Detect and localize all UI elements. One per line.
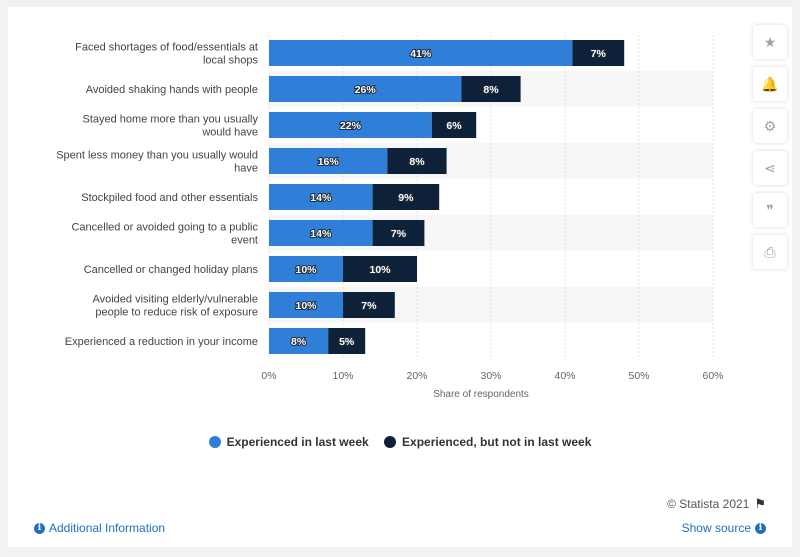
x-tick-label: 0% bbox=[261, 370, 276, 382]
x-axis-title: Share of respondents bbox=[433, 389, 529, 400]
data-label: 7% bbox=[361, 300, 377, 312]
print-icon: ⎙ bbox=[764, 243, 776, 260]
additional-information-link[interactable]: i Additional Information bbox=[34, 521, 165, 535]
category-label: Avoided visiting elderly/vulnerable bbox=[92, 294, 258, 306]
share-icon: ⋖ bbox=[764, 159, 776, 176]
bar-segment[interactable] bbox=[343, 256, 417, 282]
data-label: 8% bbox=[409, 156, 425, 168]
x-tick-label: 10% bbox=[332, 370, 353, 382]
bar-segment[interactable] bbox=[572, 40, 625, 66]
bar-segment[interactable] bbox=[269, 148, 388, 174]
data-label: 41% bbox=[410, 48, 432, 60]
gear-button[interactable]: ⚙ bbox=[753, 109, 787, 143]
data-label: 8% bbox=[291, 336, 307, 348]
bar-segment[interactable] bbox=[372, 184, 440, 210]
category-label: have bbox=[234, 163, 258, 175]
category-label: people to reduce risk of exposure bbox=[95, 307, 258, 319]
bar-segment[interactable] bbox=[269, 184, 373, 210]
legend: Experienced in last week Experienced, bu… bbox=[8, 435, 792, 451]
bar-segment[interactable] bbox=[269, 220, 373, 246]
bar-chart: Faced shortages of food/essentials atloc… bbox=[56, 35, 724, 400]
credit-text: © Statista 2021 bbox=[667, 497, 750, 511]
category-label: event bbox=[231, 235, 258, 247]
additional-information-label: Additional Information bbox=[49, 521, 166, 535]
data-label: 9% bbox=[398, 192, 414, 204]
bar-segment[interactable] bbox=[328, 328, 366, 354]
legend-item-experienced-not-last-week[interactable]: Experienced, but not in last week bbox=[384, 435, 591, 449]
category-label: Avoided shaking hands with people bbox=[86, 84, 258, 96]
gear-icon: ⚙ bbox=[763, 117, 777, 134]
bar-segment[interactable] bbox=[269, 40, 573, 66]
show-source-link[interactable]: Show source i bbox=[682, 521, 766, 535]
data-label: 6% bbox=[446, 120, 462, 132]
x-tick-label: 50% bbox=[628, 370, 649, 382]
data-label: 7% bbox=[391, 228, 407, 240]
category-label: Stockpiled food and other essentials bbox=[81, 192, 258, 204]
x-tick-label: 20% bbox=[406, 370, 427, 382]
bar-segment[interactable] bbox=[387, 148, 447, 174]
bar-segment[interactable] bbox=[343, 292, 395, 318]
print-button[interactable]: ⎙ bbox=[753, 235, 787, 269]
legend-item-experienced-last-week[interactable]: Experienced in last week bbox=[208, 435, 369, 449]
share-button[interactable]: ⋖ bbox=[753, 151, 787, 185]
bar-segment[interactable] bbox=[269, 292, 343, 318]
data-label: 10% bbox=[295, 264, 317, 276]
data-label: 10% bbox=[369, 264, 391, 276]
category-label: Faced shortages of food/essentials at bbox=[75, 42, 258, 54]
legend-dot-not-last-week bbox=[384, 436, 397, 448]
category-label: Cancelled or avoided going to a public bbox=[71, 222, 258, 234]
legend-label-not-last-week: Experienced, but not in last week bbox=[402, 435, 592, 449]
data-label: 22% bbox=[340, 120, 362, 132]
bar-segment[interactable] bbox=[269, 256, 343, 282]
x-tick-label: 60% bbox=[702, 370, 723, 382]
category-label: would have bbox=[201, 127, 258, 139]
data-label: 5% bbox=[339, 336, 355, 348]
bell-button[interactable]: 🔔 bbox=[753, 67, 787, 101]
legend-label-last-week: Experienced in last week bbox=[226, 435, 369, 449]
bar-segment[interactable] bbox=[269, 76, 462, 102]
quote-icon: ❞ bbox=[766, 201, 774, 218]
data-label: 10% bbox=[295, 300, 317, 312]
data-label: 26% bbox=[355, 84, 377, 96]
category-label: local shops bbox=[203, 55, 259, 67]
bar-segment[interactable] bbox=[431, 112, 477, 138]
x-tick-label: 40% bbox=[554, 370, 575, 382]
chart-toolbar: ★ 🔔 ⚙ ⋖ ❞ ⎙ bbox=[753, 25, 787, 277]
category-label: Spent less money than you usually would bbox=[56, 150, 258, 162]
quote-button[interactable]: ❞ bbox=[753, 193, 787, 227]
show-source-label: Show source bbox=[681, 521, 751, 535]
category-label: Cancelled or changed holiday plans bbox=[84, 264, 259, 276]
info-icon: i bbox=[34, 522, 45, 534]
data-label: 16% bbox=[318, 156, 340, 168]
statista-credit: © Statista 2021 ⚑ bbox=[667, 496, 766, 512]
data-label: 8% bbox=[483, 84, 499, 96]
category-label: Stayed home more than you usually bbox=[83, 114, 259, 126]
star-button[interactable]: ★ bbox=[753, 25, 787, 59]
bar-segment[interactable] bbox=[269, 328, 329, 354]
data-label: 14% bbox=[310, 192, 332, 204]
data-label: 14% bbox=[310, 228, 332, 240]
bell-icon: 🔔 bbox=[761, 75, 779, 92]
info-icon: i bbox=[755, 522, 766, 534]
data-label: 7% bbox=[591, 48, 607, 60]
legend-dot-last-week bbox=[208, 436, 221, 448]
category-label: Experienced a reduction in your income bbox=[65, 336, 258, 348]
star-icon: ★ bbox=[763, 33, 777, 50]
bar-segment[interactable] bbox=[461, 76, 521, 102]
x-tick-label: 30% bbox=[480, 370, 501, 382]
bar-segment[interactable] bbox=[269, 112, 432, 138]
chart-card: Faced shortages of food/essentials at loc… bbox=[8, 7, 792, 547]
flag-icon[interactable]: ⚑ bbox=[754, 496, 766, 511]
bar-segment[interactable] bbox=[372, 220, 425, 246]
